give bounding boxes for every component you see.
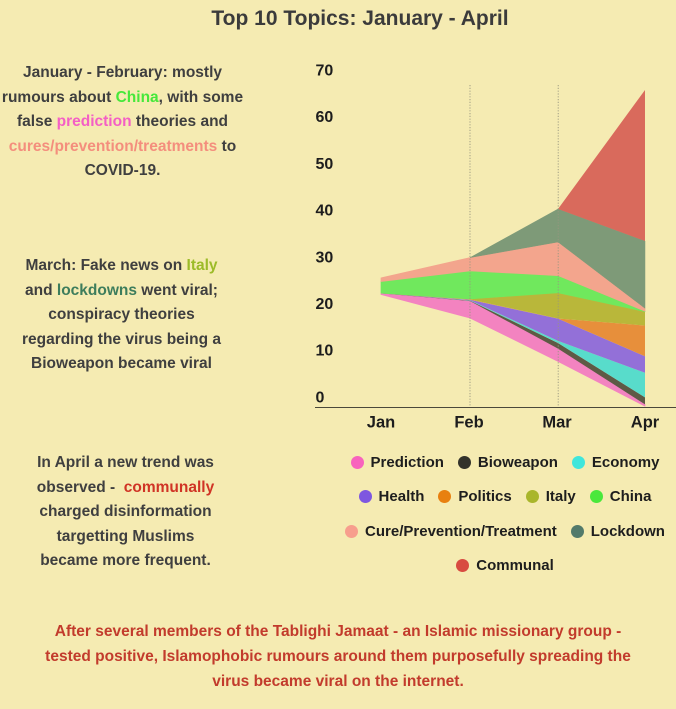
svg-text:50: 50: [316, 156, 334, 173]
svg-text:70: 70: [316, 63, 334, 80]
svg-text:60: 60: [316, 109, 334, 126]
svg-text:Mar: Mar: [542, 414, 572, 432]
svg-text:10: 10: [316, 343, 334, 360]
svg-text:40: 40: [316, 203, 334, 220]
svg-text:20: 20: [316, 296, 334, 313]
svg-text:0: 0: [316, 389, 325, 406]
svg-text:Apr: Apr: [631, 414, 660, 432]
svg-text:Feb: Feb: [454, 414, 483, 432]
svg-text:Jan: Jan: [367, 414, 395, 432]
svg-text:30: 30: [316, 249, 334, 266]
